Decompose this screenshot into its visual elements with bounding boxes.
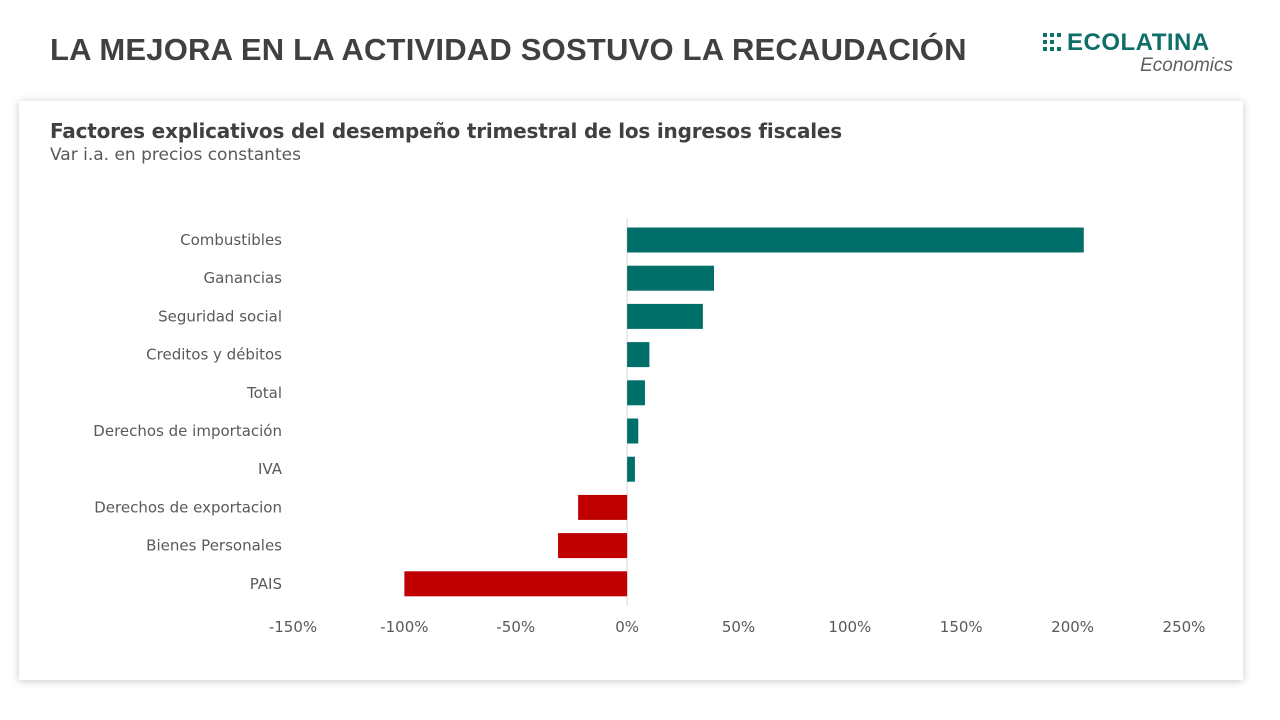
category-label: Total	[246, 384, 282, 402]
x-tick-label: -150%	[269, 618, 317, 636]
chart-title: Factores explicativos del desempeño trim…	[50, 119, 842, 143]
x-tick-label: 0%	[615, 618, 639, 636]
x-tick-label: -50%	[496, 618, 535, 636]
page-title: LA MEJORA EN LA ACTIVIDAD SOSTUVO LA REC…	[50, 32, 967, 67]
bar	[627, 265, 714, 291]
bar	[627, 227, 1084, 253]
bar	[627, 303, 703, 329]
category-label: Bienes Personales	[146, 537, 282, 555]
x-tick-label: -100%	[380, 618, 428, 636]
category-label: Seguridad social	[158, 307, 282, 325]
category-label: Ganancias	[204, 269, 283, 287]
logo: ECOLATINA Economics	[1035, 29, 1235, 78]
x-tick-label: 150%	[940, 618, 983, 636]
logo-subtitle: Economics	[1140, 55, 1233, 76]
bar	[627, 418, 639, 444]
category-label: IVA	[258, 460, 283, 478]
chart-subtitle: Var i.a. en precios constantes	[50, 145, 301, 165]
x-tick-label: 200%	[1051, 618, 1094, 636]
x-tick-label: 50%	[722, 618, 755, 636]
chart-card: Factores explicativos del desempeño trim…	[19, 101, 1243, 680]
bar	[558, 533, 628, 559]
bar	[627, 342, 650, 368]
category-label: Combustibles	[180, 231, 282, 249]
x-tick-label: 100%	[828, 618, 871, 636]
bar-chart: Combustibles Ganancias Seguridad social Cre…	[93, 218, 1206, 636]
logo-name: ECOLATINA	[1067, 29, 1210, 56]
category-label: Derechos de importación	[93, 422, 282, 440]
category-label: Creditos y débitos	[146, 346, 282, 364]
grid-squares-icon	[1043, 33, 1061, 51]
bar	[627, 380, 645, 406]
bar	[578, 494, 628, 520]
category-label: PAIS	[250, 575, 282, 593]
x-tick-label: 250%	[1163, 618, 1206, 636]
bar	[404, 571, 628, 597]
category-label: Derechos de exportacion	[94, 498, 282, 516]
bar	[627, 456, 635, 482]
